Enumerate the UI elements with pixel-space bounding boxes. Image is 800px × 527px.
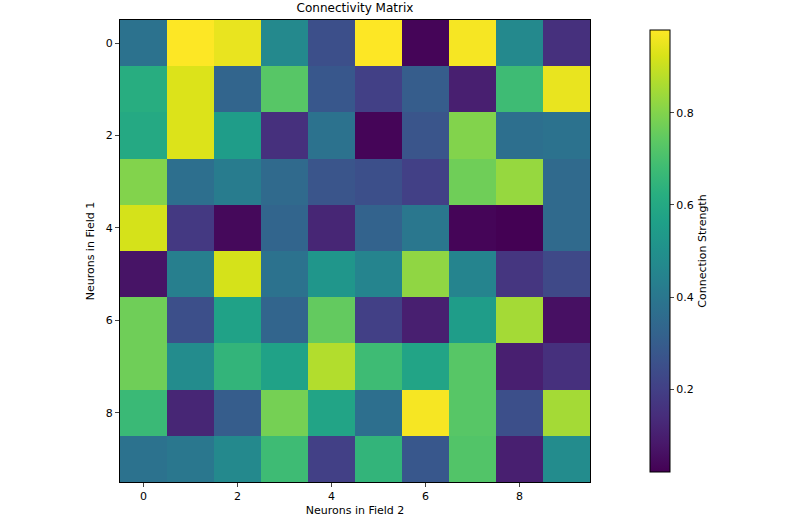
svg-text:4: 4 bbox=[106, 222, 113, 235]
svg-text:2: 2 bbox=[106, 129, 113, 142]
svg-text:0: 0 bbox=[140, 490, 147, 503]
svg-text:0: 0 bbox=[106, 37, 113, 50]
svg-text:Connectivity Matrix: Connectivity Matrix bbox=[297, 1, 414, 15]
svg-text:Neurons in Field 1: Neurons in Field 1 bbox=[84, 202, 97, 301]
svg-text:Connection Strength: Connection Strength bbox=[696, 194, 709, 307]
svg-text:0.4: 0.4 bbox=[676, 291, 694, 304]
svg-text:0.6: 0.6 bbox=[676, 199, 694, 212]
svg-text:4: 4 bbox=[328, 490, 335, 503]
svg-text:6: 6 bbox=[106, 314, 113, 327]
svg-text:0.2: 0.2 bbox=[676, 383, 694, 396]
svg-text:2: 2 bbox=[234, 490, 241, 503]
svg-text:0.8: 0.8 bbox=[676, 107, 694, 120]
svg-text:Neurons in Field 2: Neurons in Field 2 bbox=[306, 504, 405, 517]
svg-text:6: 6 bbox=[422, 490, 429, 503]
svg-text:8: 8 bbox=[106, 407, 113, 420]
svg-text:8: 8 bbox=[516, 490, 523, 503]
